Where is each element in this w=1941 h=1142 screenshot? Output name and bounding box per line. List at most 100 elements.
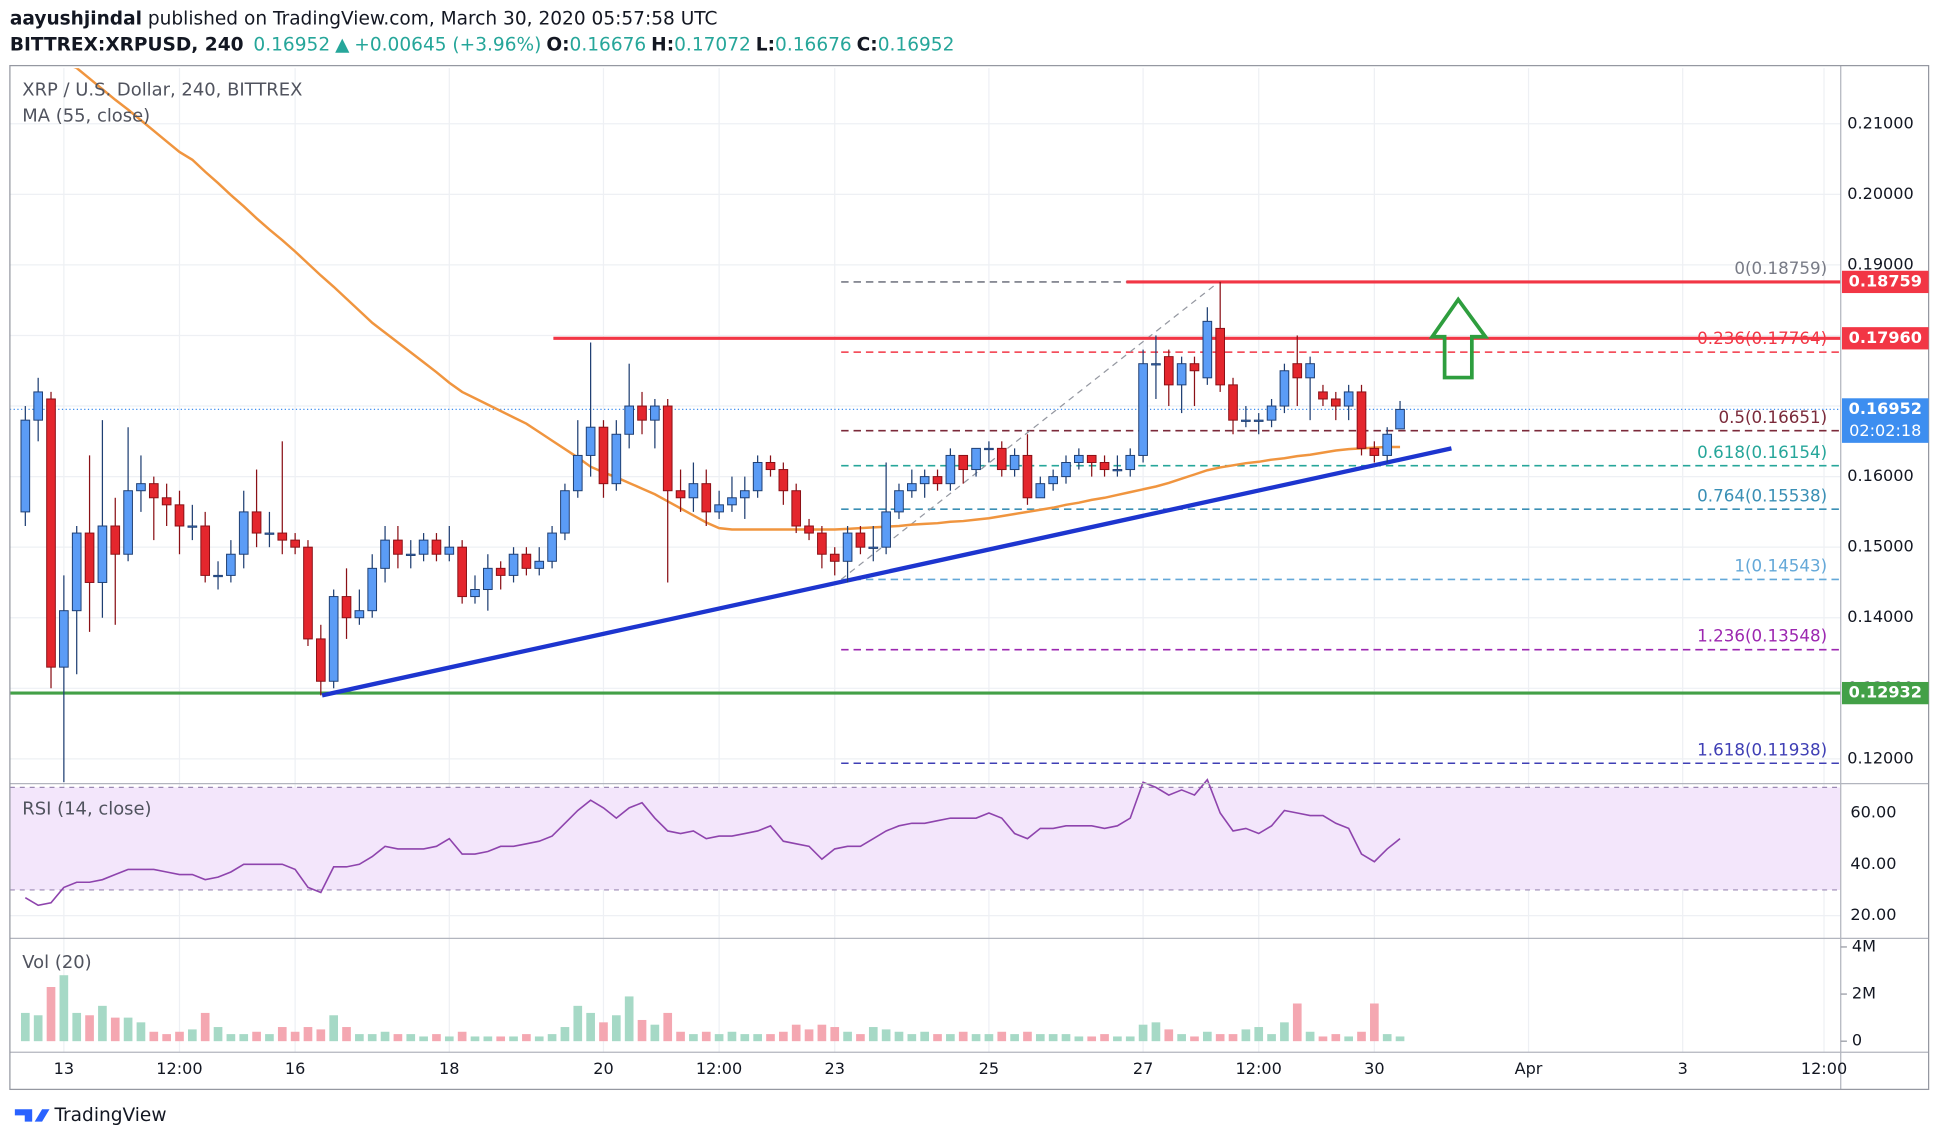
candle-body: [495, 567, 506, 576]
volume-bar: [1074, 1036, 1084, 1042]
volume-bar: [1164, 1029, 1174, 1042]
volume-bar: [920, 1031, 930, 1042]
candle-body: [1061, 461, 1071, 478]
symbol-line: BITTREX:XRPUSD, 240 0.16952 ▲ +0.00645 (+3.…: [10, 34, 955, 55]
candle-body: [1241, 419, 1251, 422]
volume-bar: [740, 1034, 750, 1042]
candle-body: [1022, 454, 1033, 499]
volume-bar: [573, 1005, 583, 1042]
volume-bar: [1048, 1034, 1058, 1042]
volume-bar: [1138, 1024, 1148, 1042]
rsi-tick-label: 60.00: [1850, 803, 1896, 822]
volume-bar: [881, 1029, 891, 1042]
candle-body: [1125, 454, 1136, 471]
x-tick-label: 30: [1364, 1059, 1384, 1078]
volume-bar: [1331, 1034, 1341, 1042]
candle-body: [238, 511, 249, 555]
volume-bar: [1254, 1027, 1264, 1042]
candle-body: [277, 532, 288, 541]
volume-bar: [894, 1031, 904, 1042]
volume-bar: [1228, 1034, 1238, 1042]
volume-bar: [984, 1034, 994, 1042]
candle-body: [1138, 363, 1148, 456]
volume-bar: [496, 1036, 506, 1042]
volume-bar: [226, 1034, 236, 1042]
volume-bar: [1125, 1036, 1135, 1042]
volume-bar: [85, 1015, 94, 1042]
candle-body: [894, 490, 904, 513]
candle-body: [315, 638, 326, 682]
volume-bar: [1113, 1036, 1122, 1042]
high-label: H:: [651, 34, 674, 55]
volume-bar: [1010, 1034, 1019, 1042]
volume-bar: [380, 1031, 390, 1042]
volume-bar: [611, 1015, 621, 1042]
volume-bar: [1357, 1031, 1366, 1042]
candle-body: [714, 504, 724, 513]
volume-bar: [676, 1031, 685, 1042]
volume-bar: [1061, 1034, 1071, 1042]
high-value: 0.17072: [674, 34, 751, 55]
volume-bar: [1382, 1034, 1392, 1042]
volume-bar: [663, 1012, 673, 1042]
candle-body: [200, 525, 211, 576]
volume-bar: [689, 1034, 698, 1042]
volume-bar: [1241, 1029, 1251, 1042]
chart-title: XRP / U.S. Dollar, 240, BITTREX: [22, 79, 302, 100]
candle-body: [71, 532, 82, 612]
candle-body: [1009, 454, 1020, 471]
candle-body: [354, 610, 365, 619]
x-tick-label: 12:00: [156, 1059, 202, 1078]
volume-bar: [933, 1034, 942, 1042]
volume-bar: [946, 1034, 955, 1042]
volume-bar: [355, 1034, 364, 1042]
volume-bar: [162, 1034, 171, 1042]
y-tick-label: 0.19000: [1847, 254, 1913, 273]
volume-bar: [265, 1034, 274, 1042]
candle-body: [174, 504, 185, 527]
candle-body: [1228, 384, 1238, 421]
volume-bar: [1215, 1034, 1225, 1042]
rsi-legend: RSI (14, close): [22, 799, 151, 820]
candle-body: [161, 497, 172, 506]
candle-body: [444, 546, 455, 555]
volume-tick-label: 4M: [1852, 936, 1876, 955]
volume-bar: [1395, 1036, 1405, 1042]
axes: 13 12:00 16 18 20 12:00 23 25 27 12:00 30 Apr 3 12:00…: [54, 113, 1929, 1078]
volume-bar: [817, 1024, 827, 1042]
candle-body: [675, 490, 686, 499]
price-label: 0.16952: [1849, 399, 1922, 418]
volume-bar: [843, 1031, 852, 1042]
change: +0.00645 (+3.96%): [354, 34, 541, 55]
rsi-line: [24, 778, 1401, 907]
candle-body: [727, 497, 737, 506]
y-tick-label: 0.15000: [1847, 537, 1913, 556]
level-label-box: [1841, 681, 1929, 705]
level-label: 0.12932: [1849, 683, 1922, 702]
candle-body: [688, 483, 699, 499]
fib-label: 1.236(0.13548): [1697, 626, 1827, 646]
candle-body: [804, 525, 814, 534]
countdown-label: 02:02:18: [1849, 421, 1921, 440]
y-tick-label: 0.12000: [1847, 748, 1913, 767]
volume-bar: [1280, 1022, 1289, 1042]
candle-body: [534, 560, 545, 569]
volume-bar: [367, 1034, 377, 1042]
x-tick-label: 25: [979, 1059, 999, 1078]
volume-bar: [856, 1034, 865, 1042]
candle-body: [701, 483, 712, 513]
volume-bar: [123, 1017, 133, 1042]
candle-body: [1343, 391, 1354, 407]
candle-body: [59, 610, 69, 668]
volume-bar: [830, 1027, 840, 1042]
candle-body: [1369, 447, 1380, 456]
volume-bar: [1370, 1003, 1379, 1042]
volume-bar: [1202, 1031, 1212, 1042]
candle-body: [881, 511, 891, 548]
candle-body: [932, 476, 943, 485]
candle-body: [457, 546, 467, 598]
volume-bar: [470, 1036, 480, 1042]
candle-body: [470, 589, 480, 598]
volume-bar: [483, 1036, 493, 1042]
volume-bar: [804, 1029, 814, 1042]
